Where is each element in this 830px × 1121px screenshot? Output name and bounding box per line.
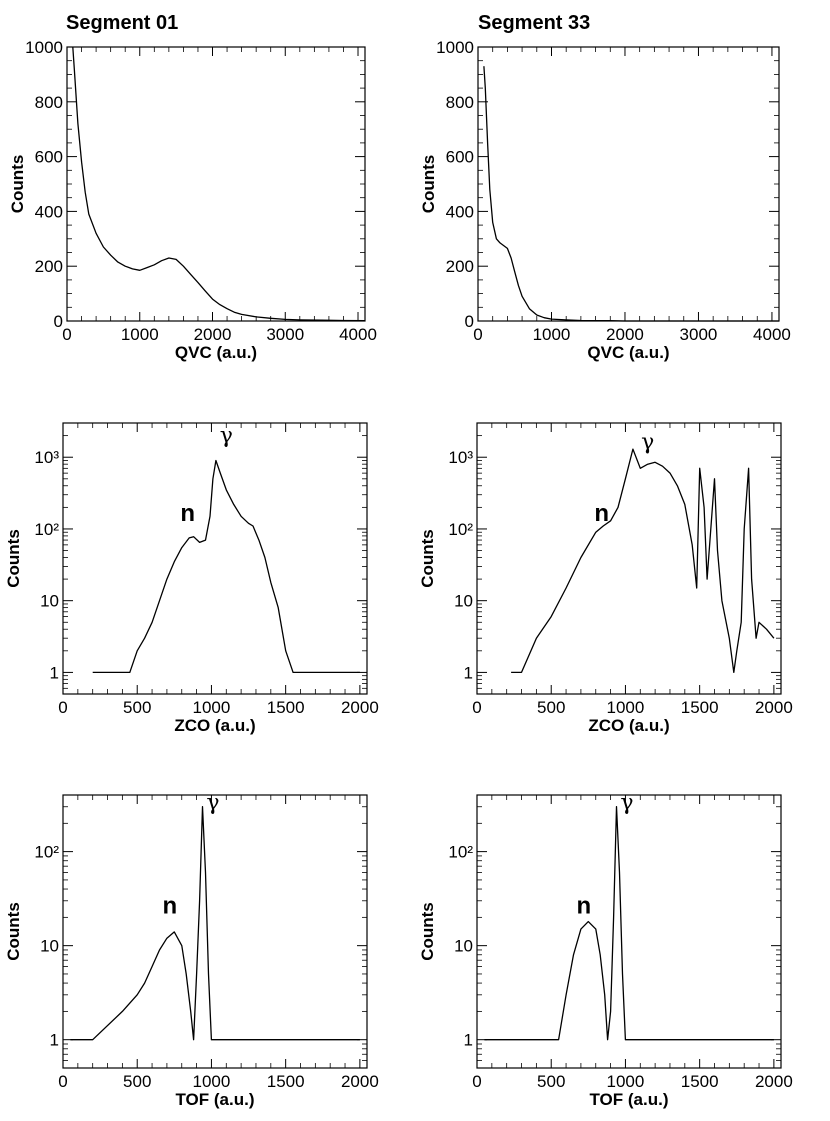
- y-axis-label: Counts: [418, 902, 437, 961]
- y-tick-label: 200: [446, 257, 474, 276]
- y-tick-label: 800: [35, 93, 63, 112]
- y-tick-label: 10²: [34, 843, 59, 862]
- x-tick-label: 500: [123, 1072, 151, 1091]
- x-tick-label: 4000: [339, 325, 377, 344]
- plot-frame: [476, 422, 782, 695]
- plot-frame: [477, 46, 780, 322]
- x-tick-label: 500: [537, 1072, 565, 1091]
- plot-frame: [66, 46, 366, 322]
- x-tick-label: 1000: [533, 325, 571, 344]
- x-tick-label: 0: [472, 1072, 481, 1091]
- data-series-line: [72, 46, 366, 322]
- y-axis-label: Counts: [4, 529, 23, 588]
- x-axis-label: TOF (a.u.): [589, 1090, 668, 1109]
- plot-frame: [62, 794, 368, 1069]
- plot-frame: [62, 422, 368, 695]
- x-tick-label: 0: [473, 325, 482, 344]
- x-axis-label: QVC (a.u.): [175, 343, 257, 362]
- segment-01-title: Segment 01: [66, 12, 179, 34]
- y-tick-label: 10²: [448, 520, 473, 539]
- x-tick-label: 1000: [607, 698, 645, 717]
- y-tick-label: 10²: [448, 843, 473, 862]
- neutron-peak-label: n: [180, 500, 195, 527]
- x-tick-label: 0: [472, 698, 481, 717]
- x-tick-label: 0: [62, 325, 71, 344]
- x-tick-label: 1500: [681, 698, 719, 717]
- x-tick-label: 1500: [267, 1072, 305, 1091]
- y-tick-label: 1: [464, 1031, 473, 1050]
- data-series-line: [483, 66, 779, 322]
- y-tick-label: 800: [446, 93, 474, 112]
- x-tick-label: 500: [123, 698, 151, 717]
- x-tick-label: 3000: [266, 325, 304, 344]
- chart-panel-4: 0 500 1000 1500 2000 1 10 10² 10³ ZCO (a.u.) Count…: [418, 422, 793, 735]
- x-tick-label: 1000: [193, 1072, 231, 1091]
- x-axis-label: ZCO (a.u.): [588, 716, 669, 735]
- y-axis-label: Counts: [418, 529, 437, 588]
- data-series-line: [70, 806, 360, 1041]
- gamma-peak-label: γ: [641, 430, 654, 455]
- gamma-peak-label: γ: [620, 791, 633, 816]
- y-axis-label: Counts: [419, 155, 438, 214]
- y-tick-label: 10: [454, 592, 473, 611]
- x-tick-label: 2000: [341, 1072, 379, 1091]
- x-tick-label: 2000: [606, 325, 644, 344]
- segment-33-title: Segment 33: [478, 12, 591, 34]
- x-tick-label: 0: [58, 698, 67, 717]
- x-tick-label: 1500: [681, 1072, 719, 1091]
- x-tick-label: 2000: [755, 1072, 793, 1091]
- x-tick-label: 1000: [121, 325, 159, 344]
- x-axis-label: TOF (a.u.): [175, 1090, 254, 1109]
- y-tick-label: 10: [40, 592, 59, 611]
- chart-panel-2: 0 1000 2000 3000 4000 0 200 400 600 800 1000 QVC (a…: [419, 38, 791, 362]
- y-tick-label: 0: [54, 312, 63, 331]
- x-tick-label: 500: [537, 698, 565, 717]
- plot-frame: [476, 794, 782, 1069]
- y-tick-label: 400: [446, 202, 474, 221]
- x-tick-label: 1000: [607, 1072, 645, 1091]
- y-axis-label: Counts: [4, 902, 23, 961]
- data-series-line: [92, 459, 360, 674]
- y-tick-label: 600: [446, 148, 474, 167]
- y-tick-label: 10²: [34, 520, 59, 539]
- data-series-line: [511, 448, 775, 674]
- y-tick-label: 10³: [34, 448, 59, 467]
- chart-panel-1: 0 1000 2000 3000 4000 0 200 400 600 800 1000 QVC (a…: [8, 38, 377, 362]
- y-tick-label: 400: [35, 202, 63, 221]
- y-tick-label: 0: [465, 312, 474, 331]
- y-tick-label: 1: [50, 1031, 59, 1050]
- y-axis-label: Counts: [8, 155, 27, 214]
- data-series-line: [484, 806, 774, 1041]
- x-tick-label: 1500: [267, 698, 305, 717]
- x-tick-label: 2000: [341, 698, 379, 717]
- gamma-peak-label: γ: [220, 424, 233, 449]
- y-tick-label: 1000: [436, 38, 474, 57]
- gamma-peak-label: γ: [206, 791, 219, 816]
- neutron-peak-label: n: [594, 500, 609, 527]
- y-tick-label: 1: [50, 663, 59, 682]
- y-tick-label: 1000: [25, 38, 63, 57]
- y-tick-label: 10³: [448, 448, 473, 467]
- chart-panel-5: 0 500 1000 1500 2000 1 10 10² TOF (a.u.) Counts n γ: [4, 791, 379, 1109]
- neutron-peak-label: n: [577, 892, 592, 919]
- x-tick-label: 3000: [680, 325, 718, 344]
- y-tick-label: 10: [454, 937, 473, 956]
- chart-panel-3: 0 500 1000 1500 2000 1 10 10² 10³ ZCO (a.u.) Count…: [4, 422, 379, 735]
- x-tick-label: 1000: [193, 698, 231, 717]
- y-tick-label: 200: [35, 257, 63, 276]
- y-tick-label: 1: [464, 663, 473, 682]
- x-tick-label: 0: [58, 1072, 67, 1091]
- x-tick-label: 4000: [753, 325, 791, 344]
- x-axis-label: ZCO (a.u.): [174, 716, 255, 735]
- neutron-peak-label: n: [163, 892, 178, 919]
- y-tick-label: 600: [35, 148, 63, 167]
- y-tick-label: 10: [40, 937, 59, 956]
- x-tick-label: 2000: [194, 325, 232, 344]
- x-axis-label: QVC (a.u.): [587, 343, 669, 362]
- chart-panel-6: 0 500 1000 1500 2000 1 10 10² TOF (a.u.) Counts n γ: [418, 791, 793, 1109]
- x-tick-label: 2000: [755, 698, 793, 717]
